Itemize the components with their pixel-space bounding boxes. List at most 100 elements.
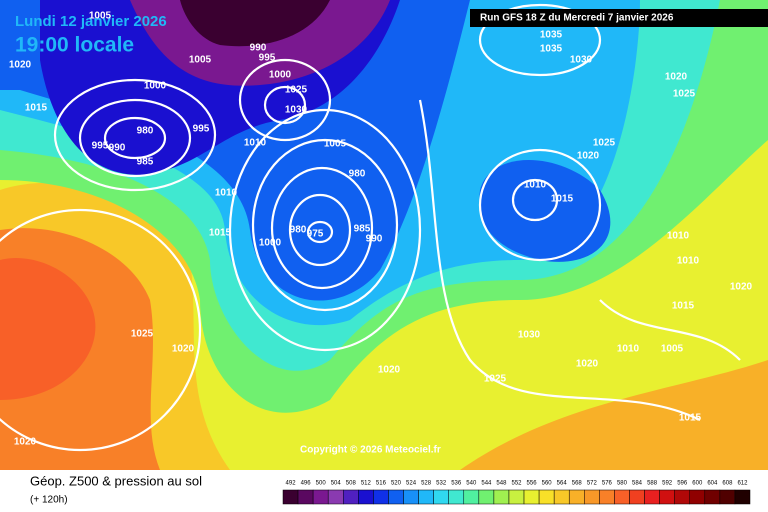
isobar xyxy=(103,116,167,160)
scale-swatch xyxy=(388,489,404,505)
scale-swatch xyxy=(403,489,419,505)
isobar-label: 1030 xyxy=(570,55,593,66)
scale-value: 592 xyxy=(662,481,673,487)
isobar-label: 1025 xyxy=(484,374,507,385)
scale-swatch xyxy=(674,489,690,505)
isobar-label: 1000 xyxy=(269,70,292,81)
isobar-label: 980 xyxy=(290,225,307,236)
isobar-label: 995 xyxy=(92,141,109,152)
isobar-label: 990 xyxy=(109,143,126,154)
scale-value: 532 xyxy=(436,481,447,487)
isobar xyxy=(306,220,334,244)
scale-value: 564 xyxy=(557,481,568,487)
scale-swatch xyxy=(704,489,721,505)
isobar xyxy=(228,108,422,352)
scale-swatch xyxy=(282,489,299,505)
scale-value: 596 xyxy=(677,481,688,487)
isobar xyxy=(263,85,307,125)
isobars xyxy=(0,3,741,452)
isobar xyxy=(78,98,192,178)
isobar xyxy=(478,3,602,77)
run-box xyxy=(470,9,768,27)
scale-value: 520 xyxy=(391,481,402,487)
isobar-label: 990 xyxy=(366,234,383,245)
scale-swatch xyxy=(508,489,525,505)
isobar xyxy=(288,193,352,267)
scale-swatch xyxy=(734,489,751,505)
scale-swatch xyxy=(327,489,344,505)
date-label: Lundi 12 janvier 2026 xyxy=(15,13,167,30)
isobar-label: 1020 xyxy=(172,344,195,355)
isobar-label: 985 xyxy=(137,157,154,168)
scale-swatch xyxy=(538,489,555,505)
isobar-label: 1015 xyxy=(672,301,695,312)
isobar-label: 1015 xyxy=(209,228,232,239)
isobar-label: 1020 xyxy=(730,282,753,293)
isobar xyxy=(0,208,202,452)
isobar-label: 1020 xyxy=(14,437,37,448)
scale-swatch xyxy=(523,489,540,505)
scale-swatch xyxy=(358,489,374,505)
isobar-label: 1030 xyxy=(518,330,541,341)
footer-title: Géop. Z500 & pression au sol xyxy=(30,473,202,488)
isobar-label: 980 xyxy=(137,126,154,137)
isobar-label: 1005 xyxy=(324,139,347,150)
isobar-label: 1030 xyxy=(285,105,308,116)
scale-value: 504 xyxy=(331,481,342,487)
field-darkpurple xyxy=(180,0,330,47)
scale-value: 540 xyxy=(466,481,477,487)
scale-value: 560 xyxy=(542,481,553,487)
scale-value: 500 xyxy=(316,481,327,487)
isobar xyxy=(251,138,399,312)
isobar-label: 1025 xyxy=(673,89,696,100)
isobar-label: 1000 xyxy=(259,238,282,249)
isobar-label: 1000 xyxy=(144,81,167,92)
scale-swatch xyxy=(448,489,465,505)
scale-value: 572 xyxy=(587,481,598,487)
scale-value: 512 xyxy=(361,481,372,487)
isobar-label: 1010 xyxy=(524,180,547,191)
scale-value: 536 xyxy=(451,481,462,487)
isobar-label: 1005 xyxy=(189,55,212,66)
isobar-label: 1020 xyxy=(577,151,600,162)
isobar-label: 1025 xyxy=(285,85,308,96)
scale-value: 524 xyxy=(406,481,417,487)
isobar xyxy=(238,58,332,142)
scale-swatch xyxy=(418,489,434,505)
scale-swatch xyxy=(478,489,495,505)
run-label: Run GFS 18 Z du Mercredi 7 janvier 2026 xyxy=(480,13,674,24)
scale-swatch xyxy=(719,489,736,505)
scale-value: 600 xyxy=(692,481,703,487)
scale-swatch xyxy=(614,489,630,505)
scale-value: 580 xyxy=(617,481,628,487)
scale-swatch xyxy=(599,489,615,505)
footer-lead: (+ 120h) xyxy=(30,495,68,506)
isobar xyxy=(418,99,701,421)
isobar-label: 1015 xyxy=(679,413,702,424)
isobar-label: 1010 xyxy=(677,256,700,267)
scale-value: 552 xyxy=(511,481,522,487)
scale-swatch xyxy=(553,489,570,505)
scale-value: 588 xyxy=(647,481,658,487)
scale-value: 604 xyxy=(707,481,718,487)
scale-value: 516 xyxy=(376,481,387,487)
scale-value: 544 xyxy=(481,481,492,487)
scale-swatch xyxy=(493,489,510,505)
isobar-label: 1010 xyxy=(667,231,690,242)
time-label: 19:00 locale xyxy=(15,34,134,57)
isobar-label: 1020 xyxy=(9,60,32,71)
copyright: Copyright © 2026 Meteociel.fr xyxy=(300,445,441,456)
isobar-label: 1010 xyxy=(244,138,267,149)
scale-value: 556 xyxy=(527,481,538,487)
isobar-label: 980 xyxy=(349,169,366,180)
isobar-label: 1010 xyxy=(215,188,238,199)
scale-swatch xyxy=(629,489,645,505)
isobar-label: 1010 xyxy=(617,344,640,355)
field-se xyxy=(460,360,768,470)
isobar xyxy=(53,78,217,192)
scale-swatch xyxy=(343,489,359,505)
scale-value: 576 xyxy=(602,481,613,487)
scale-swatch xyxy=(433,489,449,505)
